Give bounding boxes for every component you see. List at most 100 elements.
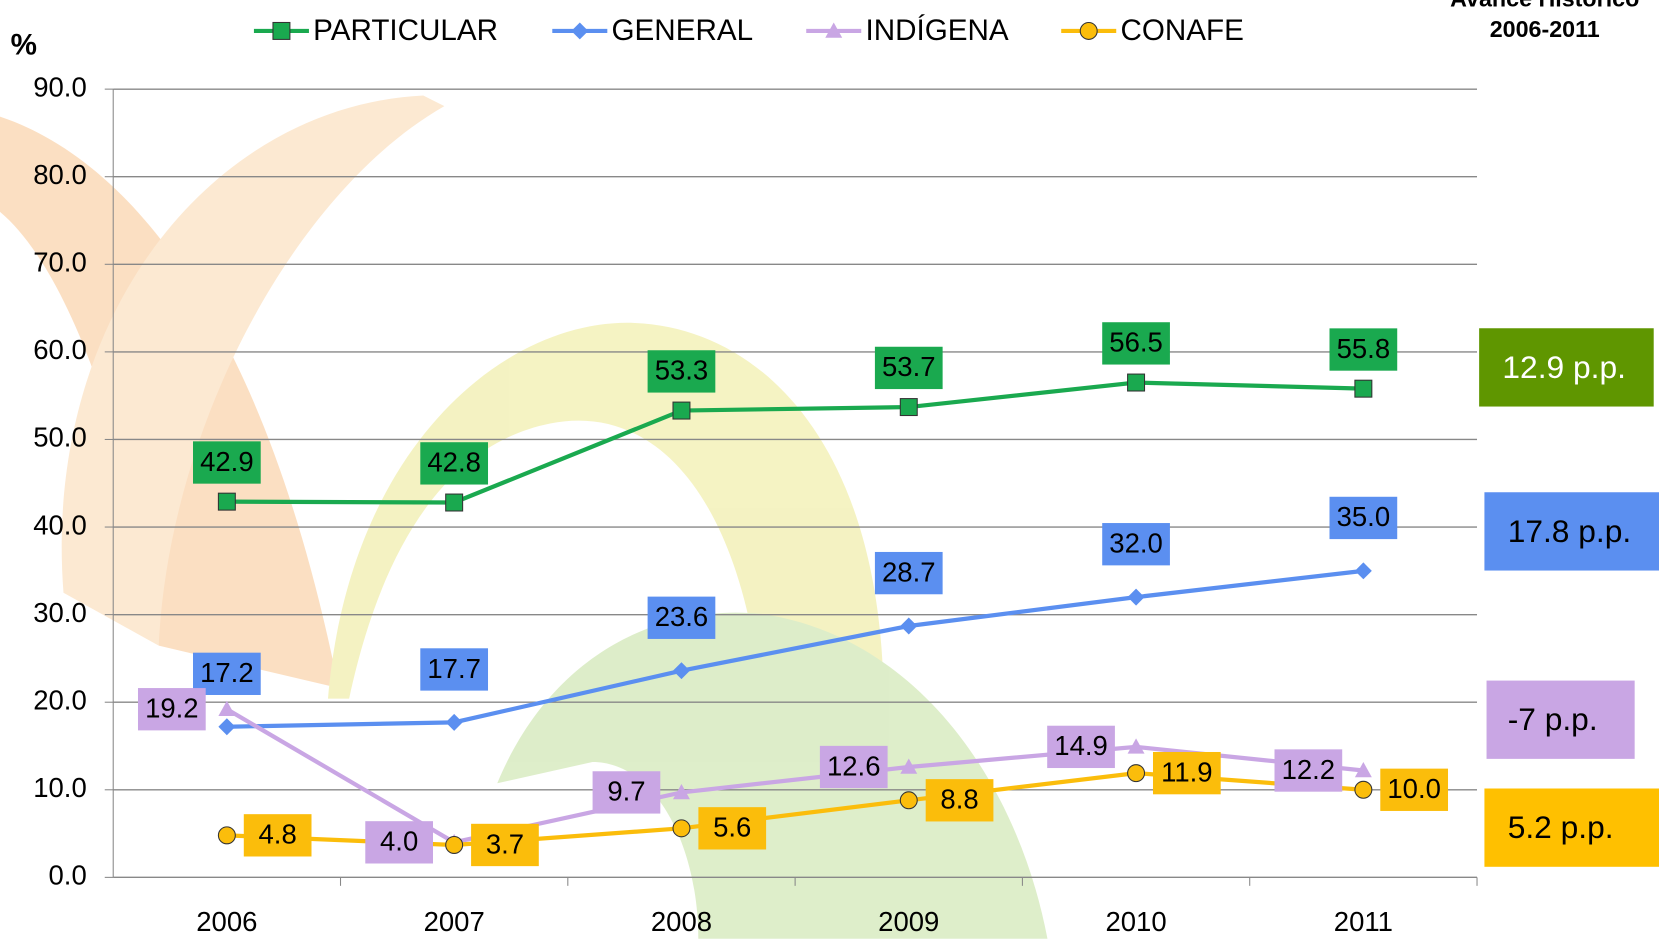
data-label: 55.8 (1337, 333, 1391, 364)
y-tick-label: 60.0 (33, 334, 87, 365)
marker (1354, 562, 1372, 580)
marker (672, 783, 690, 800)
marker (218, 700, 236, 716)
data-label: 42.8 (427, 447, 481, 478)
data-label-box (819, 745, 888, 789)
data-label: 11.9 (1161, 756, 1212, 787)
data-label-box (420, 442, 489, 485)
marker (445, 835, 464, 854)
marker (218, 718, 236, 736)
data-label: 53.3 (655, 355, 709, 386)
marker (217, 492, 236, 511)
x-tick-label: 2006 (196, 906, 257, 937)
chart-title: Avance Histórico (1450, 0, 1639, 11)
data-label: 23.6 (655, 601, 709, 632)
marker (571, 22, 589, 40)
data-label: 53.7 (882, 351, 936, 382)
data-label-box (471, 823, 539, 867)
data-label-box (365, 821, 434, 864)
marker (272, 21, 291, 40)
chart-subtitle: 2006-2011 (1490, 16, 1600, 42)
data-label-box (647, 596, 716, 639)
marker (1127, 588, 1145, 606)
data-label-box (925, 779, 994, 822)
legend-label: GENERAL (612, 14, 754, 47)
data-label: 19.2 (145, 693, 199, 724)
marker (900, 758, 918, 774)
plot: 42.9 42.8 53.3 53.7 56.5 55.8 17.2 17.7 23.6 28.7… (137, 322, 1449, 867)
marker (1354, 762, 1372, 778)
data-label: 32.0 (1109, 528, 1163, 559)
marker (445, 493, 464, 512)
marker (899, 791, 918, 810)
x-tick-label: 2011 (1334, 906, 1393, 937)
y-tick-label: 20.0 (33, 684, 87, 715)
data-label: 28.7 (882, 556, 936, 587)
y-tick-label: 80.0 (33, 159, 87, 190)
series-line (226, 568, 1364, 729)
x-tick-label: 2010 (1105, 906, 1166, 937)
data-label-box (592, 771, 661, 814)
marker (899, 398, 918, 417)
data-label-box (193, 441, 261, 484)
data-label: 4.8 (259, 819, 297, 850)
y-tick-label: 10.0 (33, 772, 87, 803)
data-label-box (1102, 523, 1170, 566)
annotation-box (1484, 788, 1659, 867)
series-line (226, 380, 1364, 505)
data-label-box (874, 551, 943, 595)
y-tick-label: 50.0 (33, 422, 87, 453)
data-label-box (1329, 496, 1398, 540)
y-tick-label: 0.0 (49, 860, 87, 891)
annotation-box (1486, 680, 1635, 759)
data-label: 17.2 (200, 657, 254, 688)
data-label: 56.5 (1109, 327, 1163, 358)
marker (900, 617, 918, 635)
y-tick-label: 70.0 (33, 247, 87, 278)
data-label-box (1329, 328, 1398, 371)
data-label-box (137, 688, 206, 731)
data-label-box (420, 648, 489, 691)
data-label: 42.9 (200, 446, 254, 477)
data-label-box (1102, 322, 1170, 365)
data-label: 10.0 (1387, 773, 1441, 804)
marker (672, 819, 691, 838)
marker (825, 22, 843, 38)
data-label-box (243, 814, 312, 857)
data-label: 12.6 (827, 750, 881, 781)
y-tick-label: 90.0 (33, 71, 87, 102)
background-decoration (0, 95, 1048, 939)
data-label-box (698, 807, 767, 850)
x-tick-label: 2008 (651, 906, 712, 937)
data-label: 3.7 (486, 828, 524, 859)
y-tick-label: 30.0 (33, 597, 87, 628)
data-label: 5.6 (713, 812, 751, 843)
marker (1354, 780, 1373, 799)
grid: 0.0 10.0 20.0 30.0 40.0 50.0 60.0 70.0 80.0 90.0 2… (33, 71, 1478, 937)
data-label-box (1380, 768, 1449, 811)
marker (445, 713, 463, 731)
legend-label: CONAFE (1120, 14, 1243, 47)
data-label-box (1274, 749, 1343, 792)
data-label: 12.2 (1282, 754, 1336, 785)
series-line (225, 707, 1364, 845)
legend-label: PARTICULAR (313, 14, 498, 47)
data-label-box (1047, 725, 1115, 769)
legend-label: INDÍGENA (865, 14, 1008, 47)
marker (1127, 373, 1146, 392)
marker (1127, 738, 1145, 754)
data-label-box (193, 652, 261, 695)
data-label-box (874, 346, 943, 390)
data-label-box (1152, 751, 1221, 795)
x-tick-label: 2009 (878, 906, 939, 937)
marker (217, 826, 236, 845)
marker (1354, 379, 1373, 398)
x-tick-label: 2007 (424, 906, 485, 937)
marker (672, 401, 691, 420)
data-label-box (647, 350, 716, 393)
annotation-box (1484, 492, 1659, 571)
data-label: 4.0 (380, 826, 418, 857)
marker (1127, 764, 1146, 783)
data-label: 9.7 (607, 776, 645, 807)
